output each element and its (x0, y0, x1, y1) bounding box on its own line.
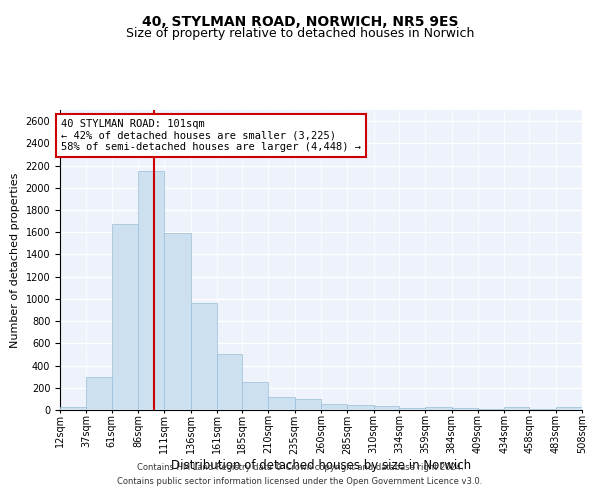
Bar (242, 382, 268, 410)
Text: Size of property relative to detached houses in Norwich: Size of property relative to detached ho… (126, 28, 474, 40)
Bar (504, 407, 529, 410)
Text: 40 STYLMAN ROAD: 101sqm
← 42% of detached houses are smaller (3,225)
58% of semi: 40 STYLMAN ROAD: 101sqm ← 42% of detache… (61, 119, 361, 152)
Bar (556, 407, 582, 410)
Bar (268, 396, 295, 410)
Bar (191, 304, 217, 410)
Text: Contains public sector information licensed under the Open Government Licence v3: Contains public sector information licen… (118, 477, 482, 486)
Bar (295, 399, 321, 410)
Y-axis label: Number of detached properties: Number of detached properties (10, 172, 20, 348)
Bar (529, 409, 556, 410)
Bar (112, 224, 138, 410)
X-axis label: Distribution of detached houses by size in Norwich: Distribution of detached houses by size … (171, 459, 471, 472)
Bar (452, 408, 478, 410)
Bar (138, 171, 164, 410)
Bar (164, 234, 191, 410)
Bar (217, 354, 242, 410)
Bar (347, 405, 374, 410)
Bar (425, 406, 452, 410)
Bar (60, 407, 86, 410)
Bar (399, 408, 425, 410)
Bar (478, 409, 504, 410)
Bar (321, 404, 347, 410)
Text: Contains HM Land Registry data © Crown copyright and database right 2024.: Contains HM Land Registry data © Crown c… (137, 464, 463, 472)
Text: 40, STYLMAN ROAD, NORWICH, NR5 9ES: 40, STYLMAN ROAD, NORWICH, NR5 9ES (142, 15, 458, 29)
Bar (86, 376, 112, 410)
Bar (374, 406, 399, 410)
